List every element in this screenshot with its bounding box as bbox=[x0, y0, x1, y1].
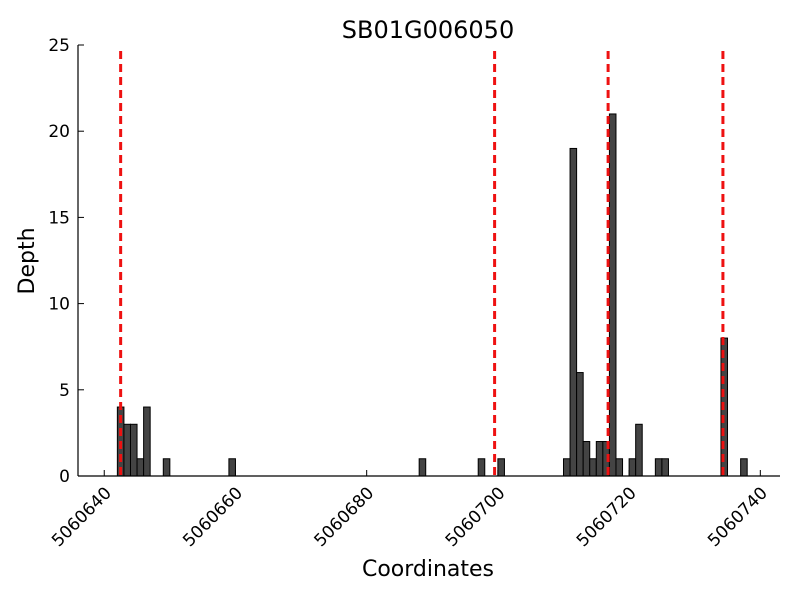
x-tick-label-5: 5060740 bbox=[704, 483, 772, 551]
y-tick-label-2: 10 bbox=[48, 295, 70, 315]
bar-18 bbox=[615, 458, 624, 477]
plot-area bbox=[116, 51, 748, 477]
x-tick-label-3: 5060700 bbox=[442, 483, 510, 551]
x-axis-label: Coordinates bbox=[362, 557, 494, 582]
bar-15 bbox=[595, 441, 604, 477]
bar-10 bbox=[562, 458, 571, 477]
bar-4 bbox=[143, 406, 151, 477]
bar-3 bbox=[136, 458, 145, 477]
y-axis-ticks: 0 5 10 15 20 25 bbox=[48, 36, 84, 487]
x-axis-ticks: 5060640 5060660 5060680 5060700 5060720 50607… bbox=[48, 470, 772, 551]
bar-2 bbox=[129, 423, 138, 477]
x-tick-label-0: 5060640 bbox=[48, 483, 116, 551]
y-tick-label-0: 0 bbox=[59, 467, 70, 487]
bar-9 bbox=[497, 458, 505, 477]
bar-13 bbox=[582, 441, 591, 477]
bar-19 bbox=[628, 458, 637, 477]
bar-24 bbox=[740, 458, 748, 477]
y-axis-label: Depth bbox=[15, 227, 40, 294]
bar-8 bbox=[477, 458, 486, 477]
bar-5 bbox=[162, 458, 171, 477]
x-tick-label-2: 5060680 bbox=[311, 483, 379, 551]
x-tick-label-4: 5060720 bbox=[573, 483, 641, 551]
chart-title: SB01G006050 bbox=[342, 16, 514, 44]
bar-11 bbox=[569, 147, 578, 477]
bar-1 bbox=[123, 423, 131, 477]
y-tick-label-1: 5 bbox=[59, 381, 70, 401]
bar-20 bbox=[635, 423, 643, 477]
y-tick-label-5: 25 bbox=[48, 36, 70, 56]
y-tick-label-3: 15 bbox=[48, 208, 70, 228]
bar-22 bbox=[661, 458, 669, 477]
bar-12 bbox=[576, 372, 584, 477]
bar-14 bbox=[589, 458, 597, 477]
x-tick-label-1: 5060660 bbox=[179, 483, 247, 551]
y-tick-label-4: 20 bbox=[48, 122, 70, 142]
bar-21 bbox=[654, 458, 663, 477]
bar-17 bbox=[608, 113, 617, 477]
bar-6 bbox=[228, 458, 236, 477]
bar-7 bbox=[418, 458, 427, 477]
